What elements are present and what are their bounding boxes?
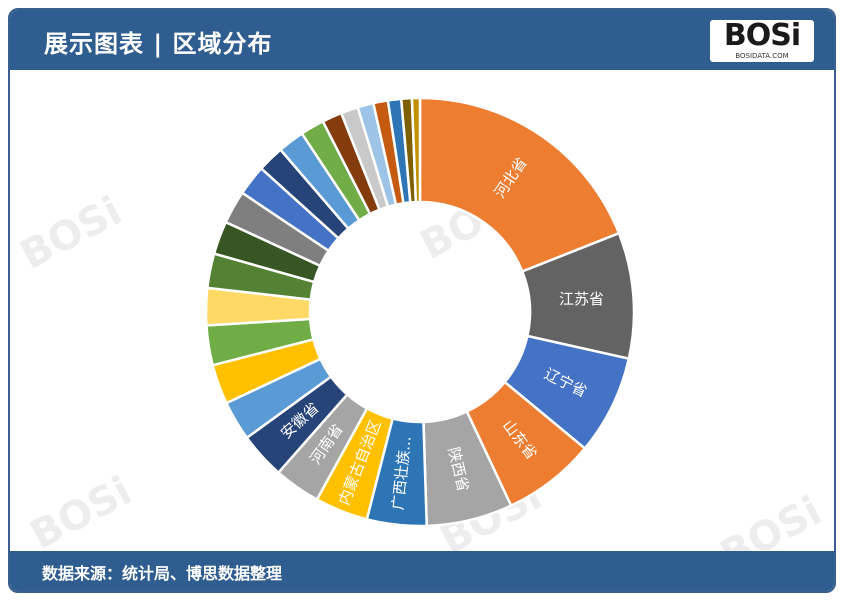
- slice-label-1: 江苏省: [559, 290, 604, 308]
- watermark: BOSi: [23, 468, 139, 559]
- watermark: BOSi: [13, 188, 129, 279]
- data-source: 数据来源：统计局、博思数据整理: [42, 564, 283, 583]
- footer-bar: 数据来源：统计局、博思数据整理: [10, 551, 834, 591]
- bosi-logo: BOSi BOSIDATA.COM: [710, 20, 814, 62]
- donut-slice-26: [410, 96, 422, 204]
- donut-slices: [204, 96, 636, 528]
- logo-text: BOSi: [723, 18, 801, 53]
- logo-subtext: BOSIDATA.COM: [735, 52, 789, 60]
- donut-slice-0: [418, 96, 621, 274]
- chart-card: 展示图表 | 区域分布 BOSi BOSIDATA.COM BOSi BOSi …: [8, 8, 836, 593]
- page-title: 展示图表 | 区域分布: [44, 30, 273, 58]
- header-bar: 展示图表 | 区域分布 BOSi BOSIDATA.COM: [10, 10, 834, 70]
- donut-chart: BOSi BOSi BOSi BOSi BOSi 河北省江苏省辽宁省山东省陕西省…: [13, 96, 829, 579]
